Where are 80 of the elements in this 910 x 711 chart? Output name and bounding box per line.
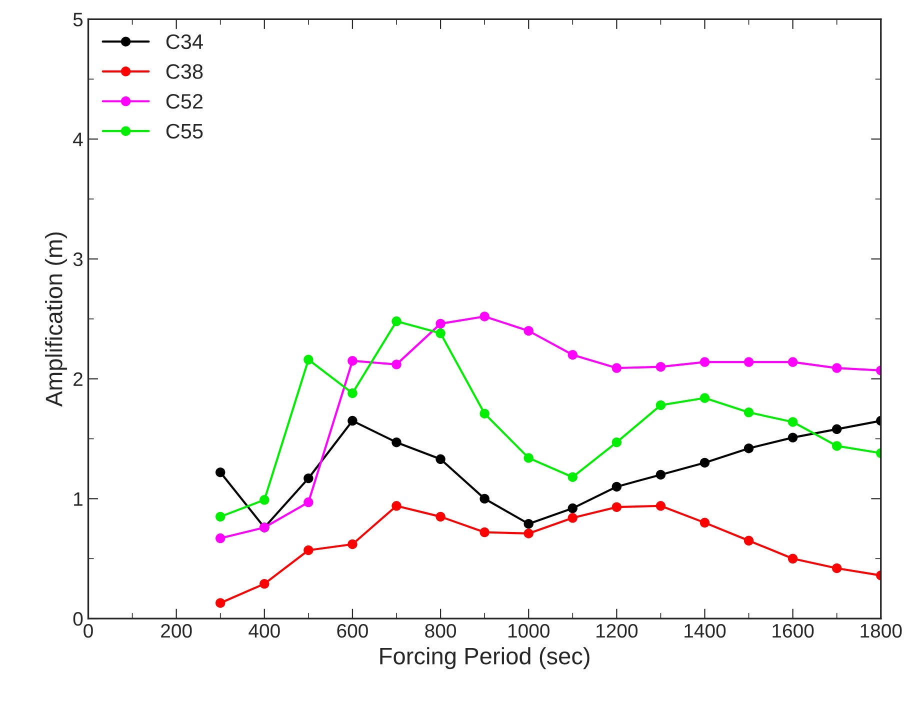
point [656, 470, 666, 480]
point [348, 539, 358, 550]
point [436, 328, 446, 338]
point [832, 441, 842, 451]
point [612, 482, 622, 492]
point [392, 437, 402, 448]
point [568, 503, 578, 514]
point [524, 326, 534, 336]
point [348, 356, 358, 366]
point [436, 454, 446, 464]
x-tick-label: 600 [337, 624, 368, 638]
point [348, 388, 358, 398]
point [568, 513, 578, 523]
point [216, 512, 226, 522]
point [568, 472, 578, 482]
legend-label: C38 [166, 64, 203, 79]
point [612, 437, 622, 448]
point [480, 494, 490, 504]
point [744, 357, 754, 367]
point [304, 545, 314, 556]
point [700, 357, 710, 367]
y-tick-label: 1 [74, 492, 82, 506]
point [260, 578, 270, 589]
y-axis-title: Amplification (m) [45, 232, 68, 407]
point [832, 363, 842, 373]
point [304, 473, 314, 484]
point [524, 519, 534, 529]
x-tick-label: 800 [425, 624, 456, 638]
point [436, 318, 446, 329]
x-tick-label: 1600 [772, 624, 814, 638]
legend-label: C52 [166, 94, 203, 109]
x-tick-label: 1200 [596, 624, 638, 638]
point [304, 354, 314, 364]
point [612, 363, 622, 373]
x-axis-title: Forcing Period (sec) [380, 647, 590, 670]
x-tick-label: 1400 [684, 624, 726, 638]
point [788, 554, 798, 564]
point [216, 598, 226, 608]
point [480, 312, 490, 322]
point [700, 393, 710, 403]
point [216, 467, 226, 478]
point [788, 357, 798, 367]
x-tick-label: 0 [84, 624, 93, 638]
point [392, 501, 402, 511]
point [656, 400, 666, 410]
y-tick-label: 0 [73, 612, 83, 626]
point [304, 497, 314, 508]
point [480, 408, 490, 418]
point [568, 350, 578, 360]
point [260, 495, 270, 505]
point [348, 416, 358, 426]
y-tick-label: 2 [74, 372, 82, 386]
point [744, 443, 754, 454]
point [436, 512, 446, 522]
point [700, 458, 710, 468]
point [744, 536, 754, 546]
point [612, 502, 622, 512]
x-tick-label: 400 [248, 624, 280, 638]
point [788, 417, 798, 427]
point [656, 501, 666, 511]
point [832, 563, 842, 574]
x-tick-label: 1800 [860, 624, 902, 638]
point [524, 453, 534, 463]
point [480, 527, 490, 538]
y-tick-label: 4 [73, 132, 83, 146]
legend-label: C34 [166, 34, 203, 50]
legend-label: C55 [166, 124, 203, 139]
y-tick-label: 3 [73, 252, 83, 266]
point [216, 533, 226, 544]
point [656, 362, 666, 372]
x-tick-label: 200 [161, 624, 192, 638]
point [700, 518, 710, 528]
point [392, 316, 402, 326]
point [524, 528, 534, 538]
point [392, 360, 402, 370]
point [832, 424, 842, 434]
point [744, 408, 754, 418]
y-tick-label: 5 [73, 12, 83, 26]
x-tick-label: 1000 [508, 624, 550, 638]
point [788, 432, 798, 442]
